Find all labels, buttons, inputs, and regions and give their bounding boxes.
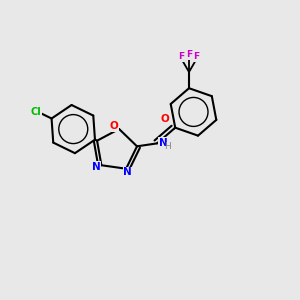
Text: H: H: [164, 142, 171, 151]
Text: Cl: Cl: [31, 107, 42, 117]
Text: N: N: [92, 162, 100, 172]
Text: O: O: [161, 114, 170, 124]
Text: O: O: [110, 121, 118, 131]
Text: N: N: [158, 138, 167, 148]
Text: F: F: [178, 52, 185, 62]
Text: F: F: [193, 52, 200, 62]
Text: F: F: [186, 50, 192, 59]
Text: N: N: [123, 167, 132, 177]
